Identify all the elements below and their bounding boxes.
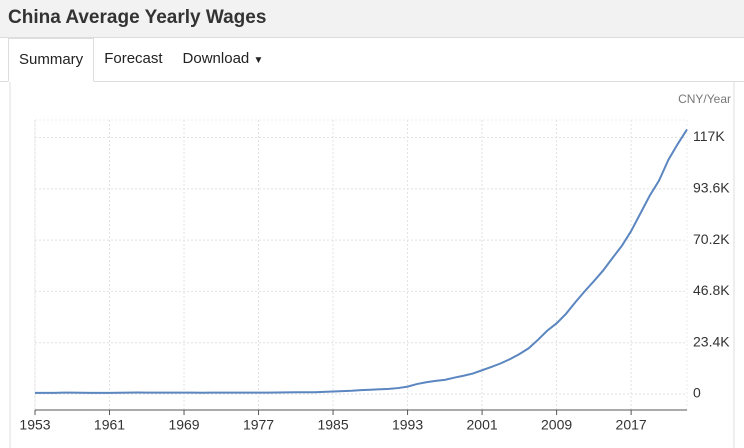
y-tick-label: 23.4K <box>693 333 730 349</box>
y-tick-label: 70.2K <box>693 231 730 247</box>
chart: CNY/Year 0 23.4K 46.8K 70.2K 93.6K 117K 1953 19… <box>9 82 735 448</box>
y-tick-label: 0 <box>693 385 701 401</box>
x-tick-label: 1961 <box>94 417 125 433</box>
x-tick-label: 2009 <box>541 417 572 433</box>
caret: ▼ <box>253 55 264 66</box>
unit-label: CNY/Year <box>678 92 731 106</box>
tab-bar: Summary Forecast Download ▼ <box>0 38 744 82</box>
header-title: China Average Yearly Wages <box>0 0 744 38</box>
plot-area <box>34 119 688 411</box>
line-series <box>34 128 688 394</box>
y-tick-label: 46.8K <box>693 282 730 298</box>
x-tick-label: 2017 <box>616 417 647 433</box>
x-tick-label: 1985 <box>317 417 348 433</box>
y-tick-label: 93.6K <box>693 180 730 196</box>
x-tick-label: 1977 <box>243 417 274 433</box>
tab[interactable]: Summary <box>8 38 95 82</box>
tab[interactable]: Forecast <box>104 50 163 67</box>
tab-label: Download <box>182 50 250 67</box>
x-tick-label: 1993 <box>392 417 423 433</box>
x-tick-label: 1969 <box>168 417 199 433</box>
x-tick-label: 2001 <box>467 417 498 433</box>
x-tick-label: 1953 <box>19 417 50 433</box>
tab[interactable]: Download ▼ <box>173 38 274 81</box>
y-tick-label: 117K <box>693 128 725 144</box>
